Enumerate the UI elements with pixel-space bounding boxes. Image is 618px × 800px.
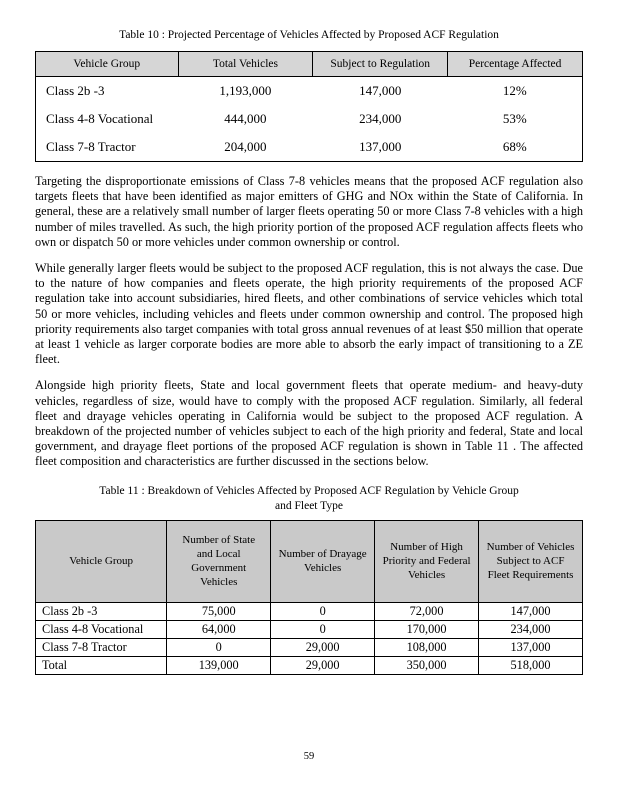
table10-cell: 1,193,000 [219, 83, 272, 98]
table10-caption: Table 10 : Projected Percentage of Vehic… [119, 29, 499, 41]
table11-cell: Class 2b -3 [34, 601, 168, 621]
table10-cell: 137,000 [359, 139, 402, 154]
table11-cell: 170,000 [374, 619, 480, 639]
table11-cell: 29,000 [270, 655, 376, 675]
table11-cell: 72,000 [374, 601, 480, 621]
table10-header-total-vehicles: Total Vehicles [177, 51, 314, 77]
table11-cell: 0 [270, 601, 376, 621]
table11-cell: 137,000 [478, 637, 583, 657]
table10-row: Class 2b -3 1,193,000 147,000 12% [36, 77, 583, 106]
table11-cell: 234,000 [478, 619, 583, 639]
table10-header-row: Vehicle Group Total Vehicles Subject to … [35, 51, 583, 77]
table10-header-vehicle-group: Vehicle Group [35, 51, 179, 77]
table11-cell: Class 7-8 Tractor [34, 637, 168, 657]
table11-cell: 139,000 [166, 655, 272, 675]
table11-header-subject-acf: Number of Vehicles Subject to ACF Fleet … [478, 519, 583, 603]
body-paragraph-2: While generally larger fleets would be s… [35, 261, 583, 367]
table10-cell: 53% [502, 111, 527, 126]
table10-cell: Class 2b -3 [46, 83, 105, 98]
table11-cell: 64,000 [166, 619, 272, 639]
table10: Vehicle Group Total Vehicles Subject to … [35, 51, 583, 162]
table10-cell: 234,000 [359, 111, 402, 126]
table11-total-row: Total 139,000 29,000 350,000 518,000 [34, 655, 583, 675]
table11-caption: Table 11 : Breakdown of Vehicles Affecte… [35, 484, 583, 514]
table11-row: Class 7-8 Tractor 0 29,000 108,000 137,0… [34, 637, 583, 657]
table11-caption-line2: and Fleet Type [275, 499, 343, 512]
table11: Vehicle Group Number of State and Local … [34, 519, 583, 675]
table10-row: Class 7-8 Tractor 204,000 137,000 68% [36, 133, 583, 162]
table10-header-percentage-affected: Percentage Affected [447, 51, 583, 77]
table10-row: Class 4-8 Vocational 444,000 234,000 53% [36, 105, 583, 133]
table11-header-row: Vehicle Group Number of State and Local … [34, 519, 583, 603]
table10-cell: 147,000 [359, 83, 402, 98]
table11-cell: 75,000 [166, 601, 272, 621]
table11-row: Class 4-8 Vocational 64,000 0 170,000 23… [34, 619, 583, 639]
table11-cell: 518,000 [478, 655, 583, 675]
table10-cell: 444,000 [224, 111, 267, 126]
table11-cell: 0 [166, 637, 272, 657]
table11-caption-line1: Table 11 : Breakdown of Vehicles Affecte… [99, 484, 519, 497]
body-paragraph-3: Alongside high priority fleets, State an… [35, 378, 583, 469]
page-number: 59 [303, 751, 315, 762]
table10-cell: 204,000 [224, 139, 267, 154]
table11-cell: 108,000 [374, 637, 480, 657]
table11-cell: 350,000 [374, 655, 480, 675]
table11-header-drayage: Number of Drayage Vehicles [270, 519, 376, 603]
table10-cell: 12% [502, 83, 527, 98]
table11-header-high-priority-federal: Number of High Priority and Federal Vehi… [374, 519, 480, 603]
table11-header-vehicle-group: Vehicle Group [34, 519, 168, 603]
table11-header-state-local-gov: Number of State and Local Government Veh… [166, 519, 272, 603]
body-paragraph-1: Targeting the disproportionate emissions… [35, 174, 583, 249]
table11-cell: 0 [270, 619, 376, 639]
table10-cell: Class 4-8 Vocational [46, 111, 154, 126]
table11-cell: 29,000 [270, 637, 376, 657]
table11-cell: Total [34, 655, 168, 675]
table10-cell: Class 7-8 Tractor [46, 139, 136, 154]
table11-cell: Class 4-8 Vocational [34, 619, 168, 639]
table11-cell: 147,000 [478, 601, 583, 621]
table11-row: Class 2b -3 75,000 0 72,000 147,000 [34, 601, 583, 621]
table10-header-subject-to-regulation: Subject to Regulation [312, 51, 449, 77]
table10-cell: 68% [502, 139, 527, 154]
